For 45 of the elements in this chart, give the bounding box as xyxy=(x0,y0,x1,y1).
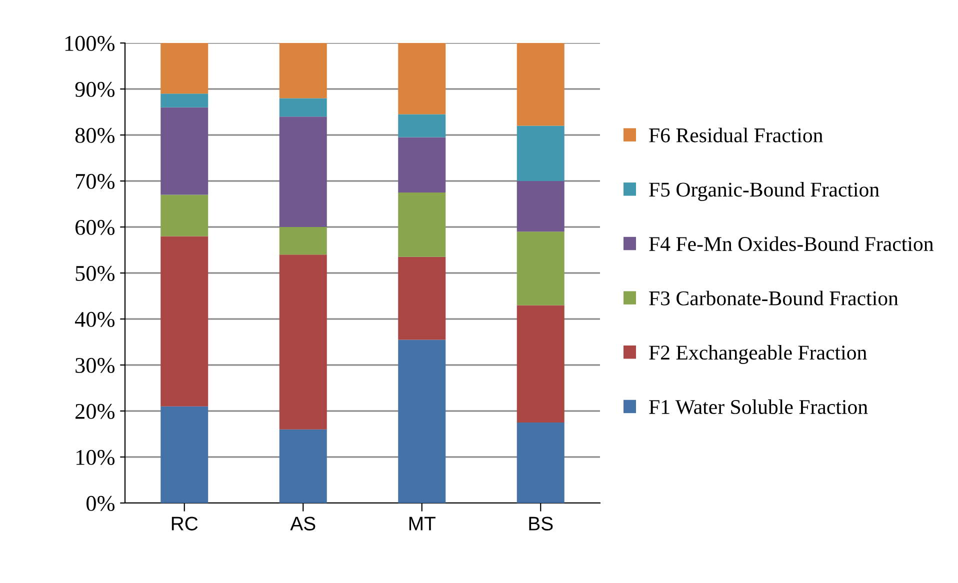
y-tick-label: 40% xyxy=(74,312,115,327)
y-tick-label: 90% xyxy=(75,82,115,97)
bar xyxy=(160,194,208,236)
y-tick-label: 0% xyxy=(86,496,115,511)
legend-label: F1 Water Soluble Fraction xyxy=(649,399,868,414)
bar xyxy=(516,305,564,422)
y-tick-label: 100% xyxy=(65,36,115,51)
y-tick-label: 60% xyxy=(76,220,115,235)
bar xyxy=(516,422,564,503)
bar xyxy=(279,43,327,98)
bar xyxy=(398,43,446,114)
y-tick-label: 30% xyxy=(76,358,115,373)
bar xyxy=(516,126,564,181)
x-tick-label: BS xyxy=(529,516,553,530)
bar xyxy=(160,406,208,503)
legend-label: F3 Carbonate-Bound Fraction xyxy=(649,290,898,306)
bar xyxy=(279,227,327,255)
bar xyxy=(279,116,327,227)
bar xyxy=(398,256,446,340)
bar xyxy=(279,98,327,117)
bar xyxy=(279,429,327,503)
bar xyxy=(398,192,446,257)
x-tick-label: RC xyxy=(172,516,198,530)
y-tick-label: 50% xyxy=(76,266,115,281)
y-tick-label: 70% xyxy=(76,174,115,189)
y-tick-label: 80% xyxy=(75,128,115,143)
y-tick-label: 20% xyxy=(76,404,115,419)
bar xyxy=(398,137,446,192)
x-tick-label: AS xyxy=(290,516,316,530)
bar xyxy=(398,114,446,138)
bar xyxy=(160,43,208,94)
bar xyxy=(160,94,208,108)
y-tick-label: 10% xyxy=(76,450,115,465)
x-tick-label: MT xyxy=(409,516,436,530)
bar xyxy=(516,232,564,306)
bar xyxy=(516,43,564,126)
bar xyxy=(398,340,446,503)
legend-label: F5 Organic-Bound Fraction xyxy=(649,182,880,201)
bar xyxy=(160,236,208,406)
bar xyxy=(160,107,208,195)
legend-label: F2 Exchangeable Fraction xyxy=(649,345,867,364)
legend-label: F6 Residual Fraction xyxy=(649,128,823,142)
bar xyxy=(279,254,327,430)
bar xyxy=(516,181,564,232)
legend-label: F4 Fe-Mn Oxides-Bound Fraction xyxy=(649,236,934,252)
